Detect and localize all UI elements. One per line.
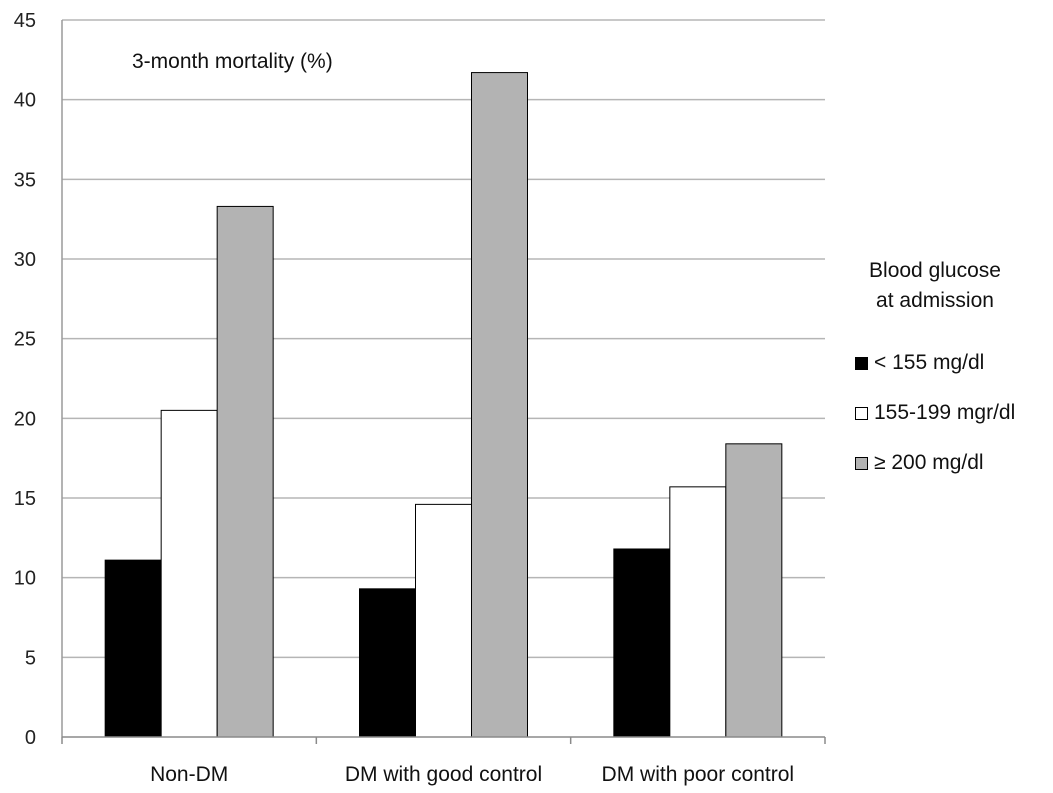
- bars: [104, 72, 783, 738]
- bar: [415, 503, 472, 738]
- y-axis-ticks: 0 5 10 15 20 25 30 35 40 45: [14, 10, 36, 749]
- chart-annotation: 3-month mortality (%): [132, 50, 333, 73]
- y-tick-label: 40: [14, 90, 36, 112]
- legend: < 155 mg/dl 155-199 mgr/dl ≥ 200 mg/dl: [855, 338, 1015, 488]
- legend-swatch: [855, 356, 868, 370]
- legend-swatch: [855, 406, 868, 420]
- bar: [471, 72, 528, 738]
- bar: [104, 559, 162, 738]
- y-tick-label: 45: [14, 10, 36, 32]
- y-tick-label: 35: [14, 169, 36, 191]
- legend-title: Blood glucose at admission: [830, 256, 1040, 316]
- bar: [359, 588, 416, 738]
- legend-item: 155-199 mgr/dl: [855, 388, 1015, 438]
- legend-item: ≥ 200 mg/dl: [855, 438, 1015, 488]
- legend-swatch: [855, 456, 868, 470]
- x-category-label: DM with good control: [345, 763, 542, 786]
- y-tick-label: 25: [14, 329, 36, 351]
- bar: [725, 443, 783, 738]
- legend-label: < 155 mg/dl: [874, 351, 985, 374]
- y-tick-label: 0: [25, 727, 36, 749]
- legend-label: ≥ 200 mg/dl: [874, 451, 984, 474]
- y-tick-label: 15: [14, 488, 36, 510]
- legend-item: < 155 mg/dl: [855, 338, 1015, 388]
- legend-title-line2: at admission: [876, 289, 994, 312]
- y-tick-label: 5: [25, 647, 36, 669]
- legend-label: 155-199 mgr/dl: [874, 401, 1016, 424]
- bar: [613, 548, 671, 738]
- legend-title-line1: Blood glucose: [869, 259, 1001, 282]
- bar: [160, 409, 218, 738]
- y-tick-label: 10: [14, 568, 36, 590]
- bar: [216, 205, 274, 738]
- x-axis: Non-DM DM with good control DM with poor c…: [61, 736, 826, 786]
- x-category-label: DM with poor control: [602, 763, 795, 786]
- x-category-label: Non-DM: [150, 763, 228, 786]
- y-tick-label: 20: [14, 408, 36, 430]
- y-tick-label: 30: [14, 249, 36, 271]
- bar: [669, 486, 727, 738]
